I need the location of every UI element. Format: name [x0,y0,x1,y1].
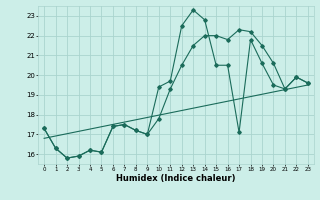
X-axis label: Humidex (Indice chaleur): Humidex (Indice chaleur) [116,174,236,183]
